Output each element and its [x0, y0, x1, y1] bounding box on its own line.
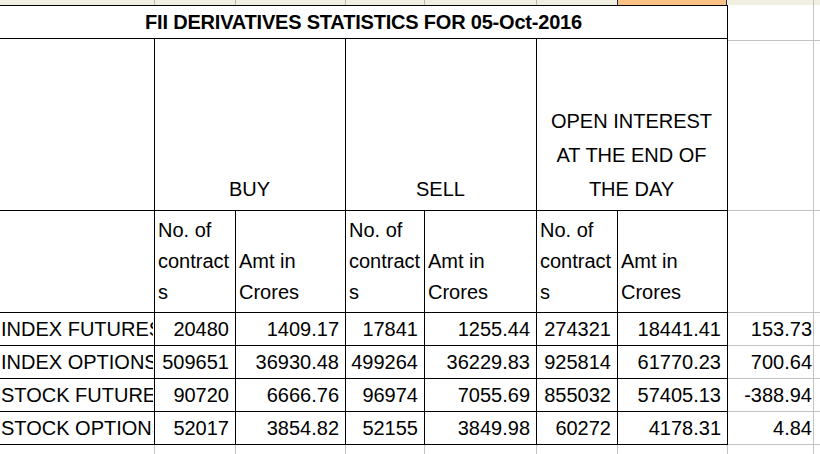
- table-title[interactable]: FII DERIVATIVES STATISTICS FOR 05-Oct-20…: [0, 6, 727, 38]
- gridline-stub: [345, 445, 346, 454]
- subheader-sell-contracts[interactable]: No. of contracts: [346, 211, 424, 312]
- table-title-text: FII DERIVATIVES STATISTICS FOR 05-Oct-20…: [145, 11, 582, 34]
- group-header-open-interest[interactable]: OPEN INTEREST AT THE END OF THE DAY: [537, 39, 726, 210]
- gridline-stub: [424, 445, 425, 454]
- cell-buy-amount[interactable]: 3854.82: [236, 412, 344, 445]
- cell-oi-amount[interactable]: 4178.31: [618, 412, 726, 445]
- subheader-oi-amount[interactable]: Amt in Crores: [618, 211, 726, 312]
- cell-oi-contracts[interactable]: 60272: [537, 412, 616, 445]
- gridline-stub: [235, 445, 236, 454]
- spreadsheet-view: FII DERIVATIVES STATISTICS FOR 05-Oct-20…: [0, 0, 820, 454]
- row-label[interactable]: STOCK OPTIONS: [0, 412, 153, 445]
- gridline-horizontal: [727, 210, 820, 211]
- cell-buy-amount[interactable]: 1409.17: [236, 313, 344, 346]
- cell-buy-amount[interactable]: 6666.76: [236, 379, 344, 412]
- subheader-buy-contracts[interactable]: No. of contracts: [155, 211, 235, 312]
- gridline-stub: [154, 445, 155, 454]
- cell-oi-amount[interactable]: 18441.41: [618, 313, 726, 346]
- cell-buy-contracts[interactable]: 20480: [155, 313, 234, 346]
- cell-sell-contracts[interactable]: 17841: [346, 313, 423, 346]
- subheader-buy-amount[interactable]: Amt in Crores: [236, 211, 344, 312]
- gridline-stub: [536, 445, 537, 454]
- cell-buy-contracts[interactable]: 52017: [155, 412, 234, 445]
- cell-net-change[interactable]: 153.73: [728, 313, 813, 345]
- group-header-buy[interactable]: BUY: [155, 39, 344, 210]
- subheader-oi-contracts[interactable]: No. of contracts: [537, 211, 617, 312]
- cell-sell-contracts[interactable]: 52155: [346, 412, 423, 445]
- cell-sell-amount[interactable]: 36229.83: [425, 346, 535, 379]
- group-header-sell[interactable]: SELL: [346, 39, 535, 210]
- cell-oi-amount[interactable]: 57405.13: [618, 379, 726, 412]
- gridline-stub: [727, 445, 728, 454]
- cell-oi-contracts[interactable]: 925814: [537, 346, 616, 379]
- gridline-horizontal: [727, 40, 820, 41]
- cell-net-change[interactable]: -388.94: [728, 379, 813, 411]
- gridline-horizontal: [727, 444, 820, 445]
- cell-oi-amount[interactable]: 61770.23: [618, 346, 726, 379]
- cell-net-change[interactable]: 700.64: [728, 346, 813, 378]
- row-label[interactable]: INDEX OPTIONS: [0, 346, 153, 379]
- cell-buy-amount[interactable]: 36930.48: [236, 346, 344, 379]
- cell-net-change[interactable]: 4.84: [728, 412, 813, 444]
- cell-sell-contracts[interactable]: 96974: [346, 379, 423, 412]
- row-label[interactable]: INDEX FUTURES: [0, 313, 153, 346]
- cell-buy-contracts[interactable]: 90720: [155, 379, 234, 412]
- subheader-sell-amount[interactable]: Amt in Crores: [425, 211, 535, 312]
- cell-oi-contracts[interactable]: 274321: [537, 313, 616, 346]
- cell-buy-contracts[interactable]: 509651: [155, 346, 234, 379]
- cell-sell-amount[interactable]: 3849.98: [425, 412, 535, 445]
- cell-sell-contracts[interactable]: 499264: [346, 346, 423, 379]
- row-label[interactable]: STOCK FUTURES: [0, 379, 153, 412]
- cell-sell-amount[interactable]: 1255.44: [425, 313, 535, 346]
- gridline-vertical: [813, 0, 814, 454]
- cell-oi-contracts[interactable]: 855032: [537, 379, 616, 412]
- cell-sell-amount[interactable]: 7055.69: [425, 379, 535, 412]
- gridline-stub: [617, 445, 618, 454]
